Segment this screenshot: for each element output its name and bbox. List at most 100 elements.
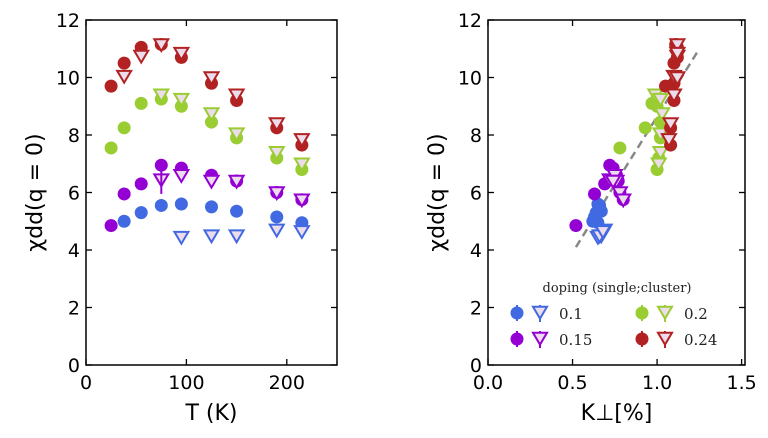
data-point-cluster <box>661 117 680 133</box>
data-point-single <box>205 200 218 214</box>
data-point-single <box>613 141 627 155</box>
data-point-single <box>205 115 218 129</box>
x-tick-label: 1.5 <box>727 372 757 394</box>
data-point-cluster <box>172 92 191 108</box>
data-point-cluster <box>660 133 678 148</box>
y-axis-label: χdd(q = 0) <box>425 133 450 251</box>
data-point-cluster <box>202 229 221 245</box>
data-point-cluster <box>293 193 311 209</box>
x-tick-label: 0.5 <box>557 372 587 394</box>
data-point-single <box>117 56 131 70</box>
legend-marker-single <box>510 332 524 346</box>
legend-title: doping (single;cluster) <box>543 281 692 296</box>
series-single-0.24 <box>104 37 309 152</box>
y-tick-label: 4 <box>470 240 482 262</box>
legend-marker-single <box>635 332 649 346</box>
x-tick-label: 0.0 <box>473 372 503 394</box>
data-point-cluster <box>202 107 221 123</box>
data-point-cluster <box>172 169 191 184</box>
data-point-cluster <box>172 46 191 62</box>
data-point-cluster <box>293 225 311 240</box>
x-tick-label: 100 <box>168 372 204 394</box>
data-point-cluster <box>268 186 286 202</box>
data-point-cluster <box>172 230 191 246</box>
data-point-cluster <box>650 157 668 173</box>
data-point-cluster <box>651 92 670 108</box>
legend-marker-single <box>510 306 524 320</box>
data-point-cluster <box>653 107 671 123</box>
data-point-cluster <box>227 229 246 245</box>
data-point-cluster <box>604 174 622 190</box>
legend-label: 0.2 <box>684 305 708 323</box>
y-tick-label: 2 <box>68 298 80 320</box>
x-tick-label: 200 <box>269 372 305 394</box>
legend-entry-0.24: 0.24 <box>635 331 717 349</box>
data-point-cluster <box>152 38 171 54</box>
series-cluster-0.2 <box>646 88 671 173</box>
data-point-cluster <box>152 88 171 104</box>
series-cluster-0.1 <box>172 223 311 246</box>
series-single-0.1 <box>586 197 608 230</box>
data-point-single <box>588 187 602 201</box>
legend-marker-cluster <box>656 331 674 347</box>
data-point-cluster <box>651 146 670 161</box>
series-single-0.1 <box>117 197 309 230</box>
data-point-single <box>174 197 188 211</box>
legend-marker-single <box>635 306 649 320</box>
y-tick-label: 4 <box>68 240 80 262</box>
data-point-cluster <box>227 88 246 104</box>
data-point-cluster <box>614 193 633 209</box>
data-point-cluster <box>594 225 612 240</box>
data-point-single <box>134 206 148 220</box>
data-point-cluster <box>227 174 246 190</box>
data-point-cluster <box>665 88 683 104</box>
data-point-cluster <box>293 157 311 173</box>
legend-label: 0.15 <box>559 331 592 349</box>
chart-panel-2: 0 2 4 6 8 10 12 0.0 0.5 1.0 1.5 χdd(q = 0) K⊥[%] dopi… <box>425 10 757 426</box>
series-cluster-0.2 <box>152 88 311 173</box>
data-point-cluster <box>293 133 311 148</box>
data-point-single <box>117 121 131 135</box>
data-point-cluster <box>132 49 150 65</box>
series-cluster-0.15 <box>600 169 633 209</box>
series-cluster-0.24 <box>115 38 311 148</box>
legend-label: 0.1 <box>559 305 583 323</box>
y-tick-label: 2 <box>470 298 482 320</box>
data-point-single <box>104 219 118 233</box>
data-point-cluster <box>668 71 687 87</box>
x-axis-label: T (K) <box>184 401 237 426</box>
data-point-single <box>104 141 118 155</box>
x-axis-label: K⊥[%] <box>581 401 653 426</box>
data-point-cluster <box>115 69 133 85</box>
data-point-cluster <box>668 38 687 54</box>
series-cluster-0.24 <box>660 38 687 148</box>
y-axis-label: χdd(q = 0) <box>23 133 48 251</box>
y-tick-label: 10 <box>56 68 80 90</box>
legend-label: 0.24 <box>684 331 717 349</box>
legend-marker-cluster <box>531 331 549 347</box>
y-tick-label: 0 <box>470 355 482 377</box>
y-tick-label: 12 <box>56 10 80 32</box>
legend-entry-0.15: 0.15 <box>510 331 592 349</box>
data-point-cluster <box>268 223 286 239</box>
series-cluster-0.15 <box>152 169 311 209</box>
y-tick-label: 0 <box>68 355 80 377</box>
y-tick-label: 8 <box>68 125 80 147</box>
y-tick-label: 8 <box>470 125 482 147</box>
series-single-0.2 <box>104 92 309 176</box>
y-tick-label: 6 <box>68 183 80 205</box>
data-point-single <box>569 219 583 233</box>
legend-entry-0.2: 0.2 <box>635 305 708 323</box>
y-tick-label: 6 <box>470 183 482 205</box>
data-point-cluster <box>268 146 286 161</box>
series-cluster-0.1 <box>589 223 614 246</box>
data-point-cluster <box>202 174 221 190</box>
data-point-cluster <box>268 117 286 133</box>
y-tick-label: 10 <box>458 68 482 90</box>
x-tick-label: 1.0 <box>642 372 672 394</box>
legend-entry-0.1: 0.1 <box>510 305 583 323</box>
data-point-cluster <box>668 46 687 62</box>
legend: doping (single;cluster) 0.1 0.15 0.2 0.24 <box>510 281 717 349</box>
data-point-single <box>230 204 244 218</box>
